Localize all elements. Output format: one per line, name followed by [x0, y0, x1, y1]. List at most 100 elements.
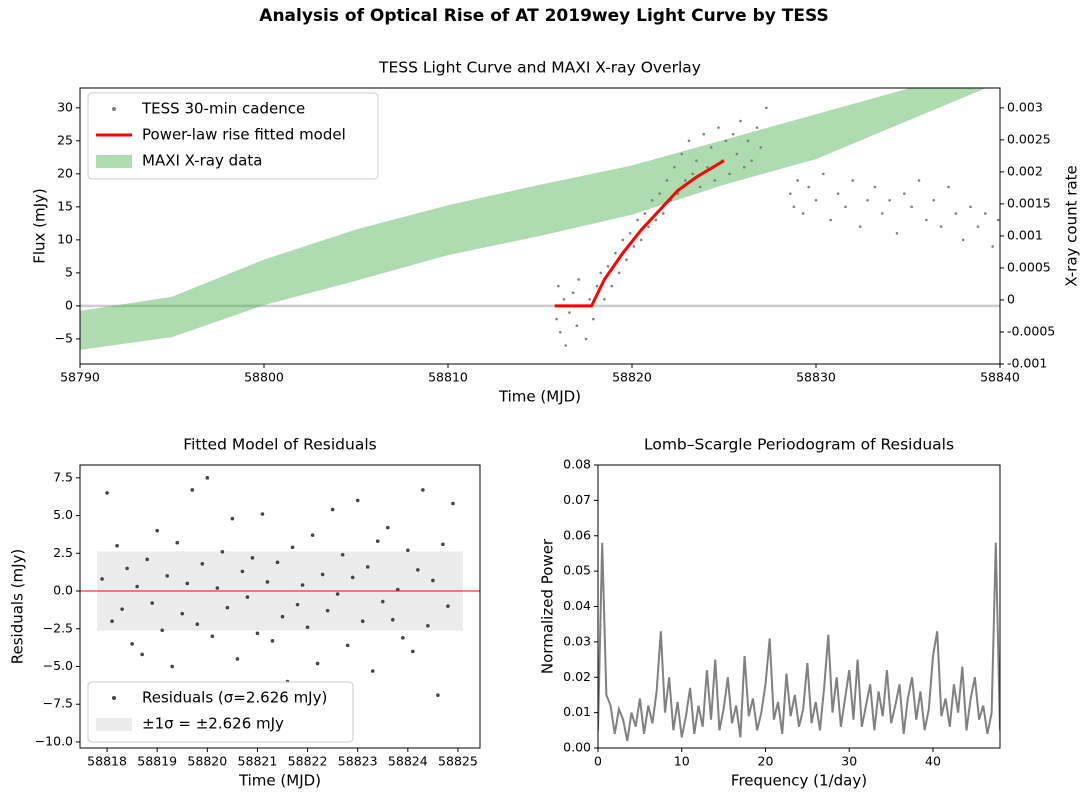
y-axis-label: Residuals (mJy): [9, 549, 27, 665]
point: [335, 592, 340, 596]
y-tick-label: −10.0: [35, 733, 73, 748]
point: [205, 476, 210, 480]
x-tick-label: 40: [925, 754, 941, 769]
point: [160, 628, 165, 633]
legend-box: [87, 92, 379, 180]
point: [180, 611, 185, 616]
y-tick-label: 5.0: [53, 507, 73, 522]
point: [360, 619, 365, 624]
y-tick-label: 0.04: [563, 598, 591, 613]
point: [617, 271, 621, 275]
point: [568, 311, 571, 314]
point: [175, 540, 180, 545]
point: [750, 159, 753, 162]
axes-frame: [597, 464, 1001, 749]
y-axis-label: Normalized Power: [539, 538, 557, 674]
y2-tick-label: 0.0025: [1007, 131, 1051, 146]
point: [140, 652, 144, 657]
x-tick-label: 58820: [612, 370, 652, 385]
point: [665, 179, 669, 182]
point: [735, 152, 739, 156]
point: [135, 584, 139, 589]
point: [654, 218, 658, 222]
point: [709, 146, 713, 149]
point: [829, 218, 833, 222]
legend-label: MAXI X-ray data: [142, 152, 262, 170]
point: [558, 331, 562, 334]
point: [961, 238, 965, 242]
point: [796, 179, 799, 182]
legend-label: Power-law rise fitted model: [142, 126, 346, 144]
point: [650, 198, 654, 202]
point: [245, 595, 250, 599]
point: [325, 608, 330, 613]
y-tick-label: 0.07: [563, 492, 591, 507]
chart-title: TESS Light Curve and MAXI X-ray Overlay: [378, 59, 701, 77]
y-tick-label: −2.5: [43, 620, 73, 635]
y-tick-label: −5: [55, 330, 73, 345]
point: [125, 566, 129, 571]
x-tick-label: 58824: [388, 754, 428, 769]
point: [903, 192, 906, 195]
point: [571, 291, 575, 294]
chart-title: Lomb–Scargle Periodogram of Residuals: [644, 436, 954, 454]
x-tick-label: 20: [758, 754, 774, 769]
point: [844, 205, 847, 209]
point: [661, 212, 665, 215]
point: [702, 132, 706, 136]
point: [713, 179, 717, 182]
point: [731, 132, 735, 136]
y-tick-label: 7.5: [53, 469, 73, 484]
legend-swatch: [112, 107, 116, 111]
point: [270, 639, 275, 643]
plot-area: [598, 542, 1000, 742]
chart-title: Fitted Model of Residuals: [183, 436, 376, 454]
point: [365, 565, 370, 569]
point: [983, 212, 987, 215]
point: [866, 198, 869, 202]
point: [698, 185, 702, 189]
y2-tick-label: -0.001: [1007, 356, 1047, 371]
y2-tick-label: 0.001: [1007, 227, 1043, 242]
point: [673, 165, 676, 169]
point: [300, 583, 305, 587]
point: [880, 212, 884, 215]
point: [792, 205, 796, 209]
point: [557, 284, 560, 288]
y2-tick-label: 0.002: [1007, 163, 1043, 178]
point: [406, 548, 410, 553]
point: [687, 139, 691, 143]
point: [130, 642, 134, 646]
point: [275, 560, 280, 565]
point: [100, 577, 104, 581]
point: [451, 501, 455, 506]
point: [115, 543, 119, 548]
point: [355, 498, 360, 503]
y-tick-label: 0.05: [563, 563, 591, 578]
point: [717, 126, 720, 129]
x-tick-label: 58800: [244, 370, 284, 385]
point: [255, 631, 260, 636]
model-line: [554, 159, 725, 308]
point: [385, 525, 390, 530]
y2-tick-label: -0.0005: [1007, 323, 1055, 338]
point: [728, 172, 731, 176]
x-tick-label: 58823: [338, 754, 378, 769]
point: [680, 152, 683, 156]
point: [345, 643, 350, 648]
x-tick-label: 0: [594, 754, 602, 769]
point: [260, 512, 265, 516]
point: [390, 617, 395, 622]
point: [240, 569, 245, 574]
plot-area: [80, 88, 1000, 350]
point: [684, 179, 687, 182]
y-tick-label: 30: [57, 99, 73, 114]
y2-tick-label: 0.0015: [1007, 195, 1051, 210]
periodogram: [598, 542, 1000, 742]
point: [230, 516, 235, 521]
point: [426, 623, 430, 628]
point: [639, 238, 643, 242]
x-tick-label: 58820: [187, 754, 227, 769]
y-tick-label: 2.5: [53, 545, 73, 560]
